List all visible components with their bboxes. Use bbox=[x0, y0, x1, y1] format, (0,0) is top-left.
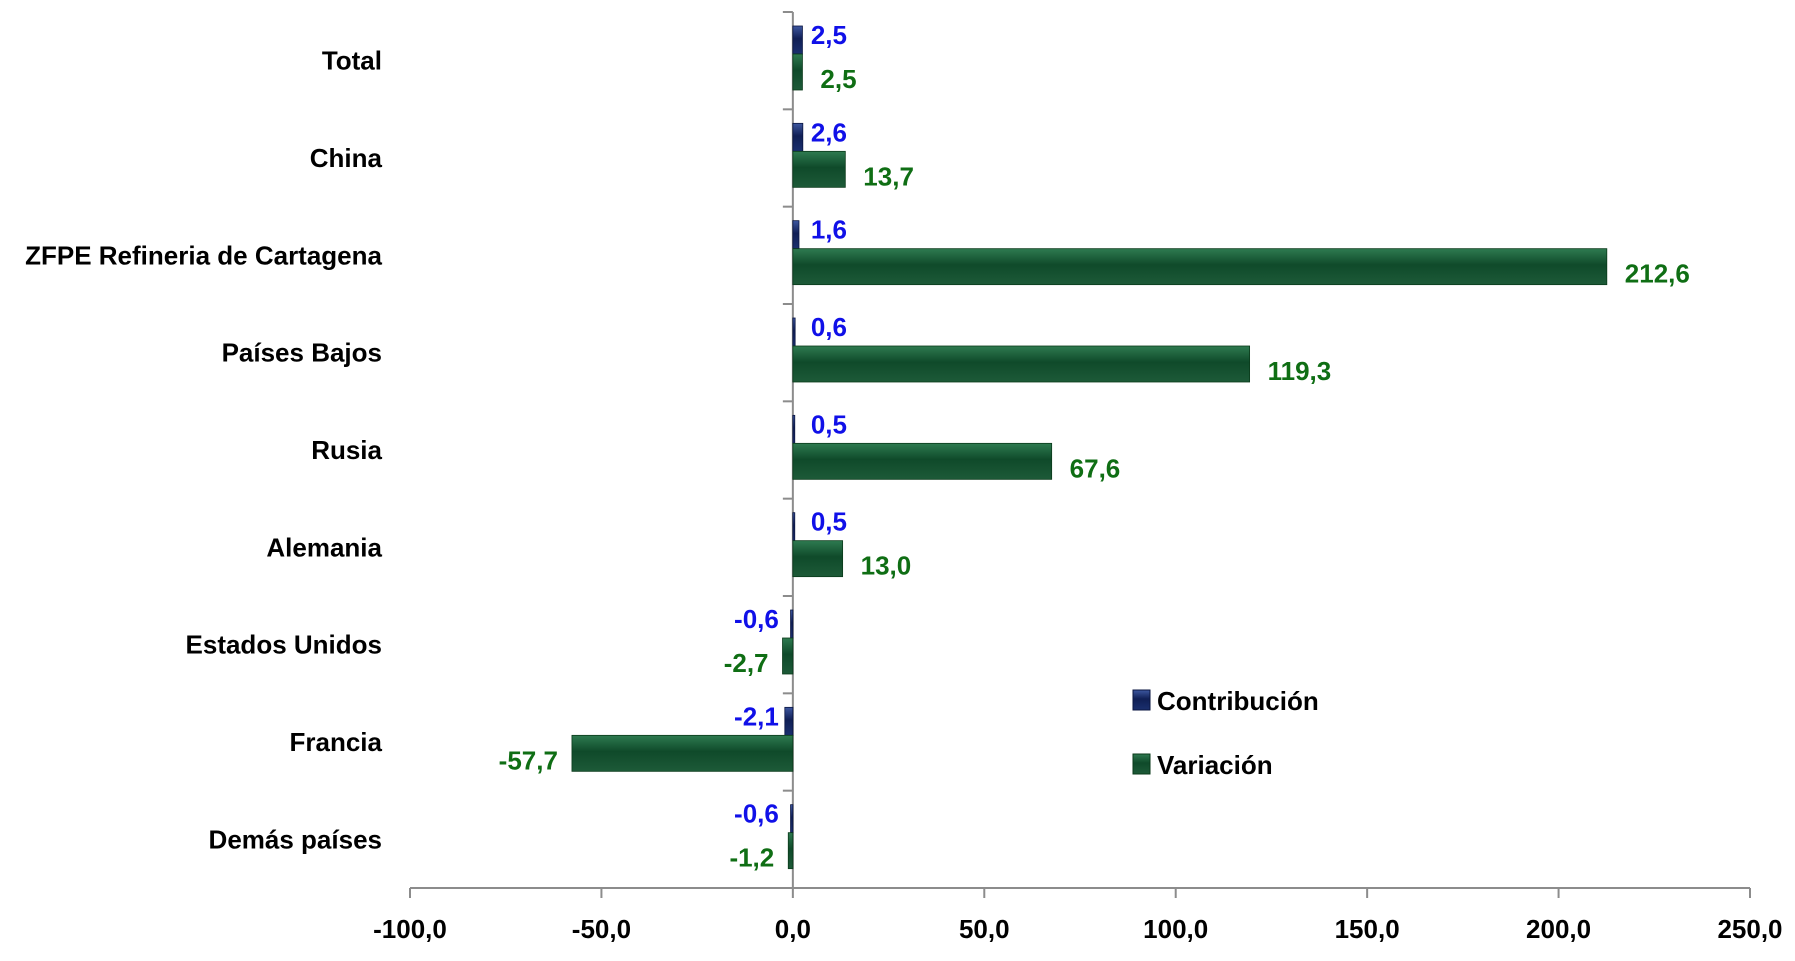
x-tick-label: -100,0 bbox=[373, 914, 447, 944]
legend-label-contribucion: Contribución bbox=[1157, 686, 1319, 716]
legend-swatch-variacion bbox=[1132, 753, 1151, 775]
data-label-contribucion-paises-bajos: 0,6 bbox=[811, 312, 847, 342]
bar-contribucion-rusia bbox=[792, 414, 796, 444]
category-label-zfpe-refineria-de-cartagena: ZFPE Refineria de Cartagena bbox=[25, 240, 382, 270]
data-label-contribucion-total: 2,5 bbox=[811, 20, 847, 50]
bar-contribucion-demas-paises bbox=[790, 804, 794, 834]
data-label-variacion-china: 13,7 bbox=[863, 161, 914, 191]
bar-variacion-rusia bbox=[792, 442, 1053, 480]
bar-variacion-francia bbox=[571, 734, 794, 772]
bar-contribucion-zfpe-refineria-de-cartagena bbox=[792, 220, 800, 250]
category-label-paises-bajos: Países Bajos bbox=[222, 338, 382, 368]
data-label-variacion-zfpe-refineria-de-cartagena: 212,6 bbox=[1625, 259, 1690, 289]
data-label-variacion-estados-unidos: -2,7 bbox=[724, 648, 769, 678]
data-label-contribucion-estados-unidos: -0,6 bbox=[734, 604, 779, 634]
bar-contribucion-china bbox=[792, 122, 804, 152]
x-tick-label: 150,0 bbox=[1335, 914, 1400, 944]
bar-contribucion-total bbox=[792, 25, 803, 55]
legend-label-variacion: Variación bbox=[1157, 750, 1273, 780]
category-label-demas-paises: Demás países bbox=[209, 824, 382, 854]
bar-contribucion-alemania bbox=[792, 512, 796, 542]
legend: Contribución Variación bbox=[1132, 686, 1319, 780]
bars bbox=[571, 25, 1608, 870]
data-label-contribucion-demas-paises: -0,6 bbox=[734, 799, 779, 829]
data-label-contribucion-francia: -2,1 bbox=[734, 701, 779, 731]
x-tick-label: 0,0 bbox=[775, 914, 811, 944]
bar-variacion-alemania bbox=[792, 540, 844, 578]
labels: Total China ZFPE Refineria de Cartagena Paí… bbox=[25, 20, 1690, 873]
x-tick-label: 50,0 bbox=[959, 914, 1010, 944]
category-label-alemania: Alemania bbox=[266, 532, 382, 562]
category-label-francia: Francia bbox=[290, 727, 383, 757]
legend-swatch-contribucion bbox=[1132, 689, 1151, 711]
bar-variacion-total bbox=[792, 53, 803, 91]
data-label-variacion-demas-paises: -1,2 bbox=[729, 843, 774, 873]
data-label-contribucion-rusia: 0,5 bbox=[811, 409, 847, 439]
data-label-variacion-paises-bajos: 119,3 bbox=[1268, 356, 1332, 386]
bar-contribucion-estados-unidos bbox=[790, 609, 794, 639]
data-label-variacion-francia: -57,7 bbox=[499, 745, 558, 775]
category-label-rusia: Rusia bbox=[311, 435, 382, 465]
data-label-variacion-alemania: 13,0 bbox=[861, 551, 912, 581]
data-label-contribucion-alemania: 0,5 bbox=[811, 507, 847, 537]
bar-variacion-paises-bajos bbox=[792, 345, 1251, 383]
x-tick-label: 250,0 bbox=[1717, 914, 1782, 944]
data-label-contribucion-zfpe-refineria-de-cartagena: 1,6 bbox=[811, 215, 847, 245]
data-label-contribucion-china: 2,6 bbox=[811, 117, 847, 147]
data-label-variacion-rusia: 67,6 bbox=[1070, 453, 1121, 483]
category-label-estados-unidos: Estados Unidos bbox=[186, 630, 382, 660]
category-label-china: China bbox=[310, 143, 383, 173]
bar-contribucion-paises-bajos bbox=[792, 317, 796, 347]
x-tick-label: -50,0 bbox=[572, 914, 631, 944]
bar-variacion-demas-paises bbox=[787, 832, 794, 870]
x-tick-label: 100,0 bbox=[1143, 914, 1208, 944]
bar-variacion-zfpe-refineria-de-cartagena bbox=[792, 248, 1608, 286]
category-label-total: Total bbox=[322, 46, 382, 76]
bar-variacion-estados-unidos bbox=[782, 637, 794, 675]
bar-variacion-china bbox=[792, 150, 846, 188]
bar-contribucion-francia bbox=[784, 706, 794, 736]
data-label-variacion-total: 2,5 bbox=[820, 64, 856, 94]
x-tick-label: 200,0 bbox=[1526, 914, 1591, 944]
